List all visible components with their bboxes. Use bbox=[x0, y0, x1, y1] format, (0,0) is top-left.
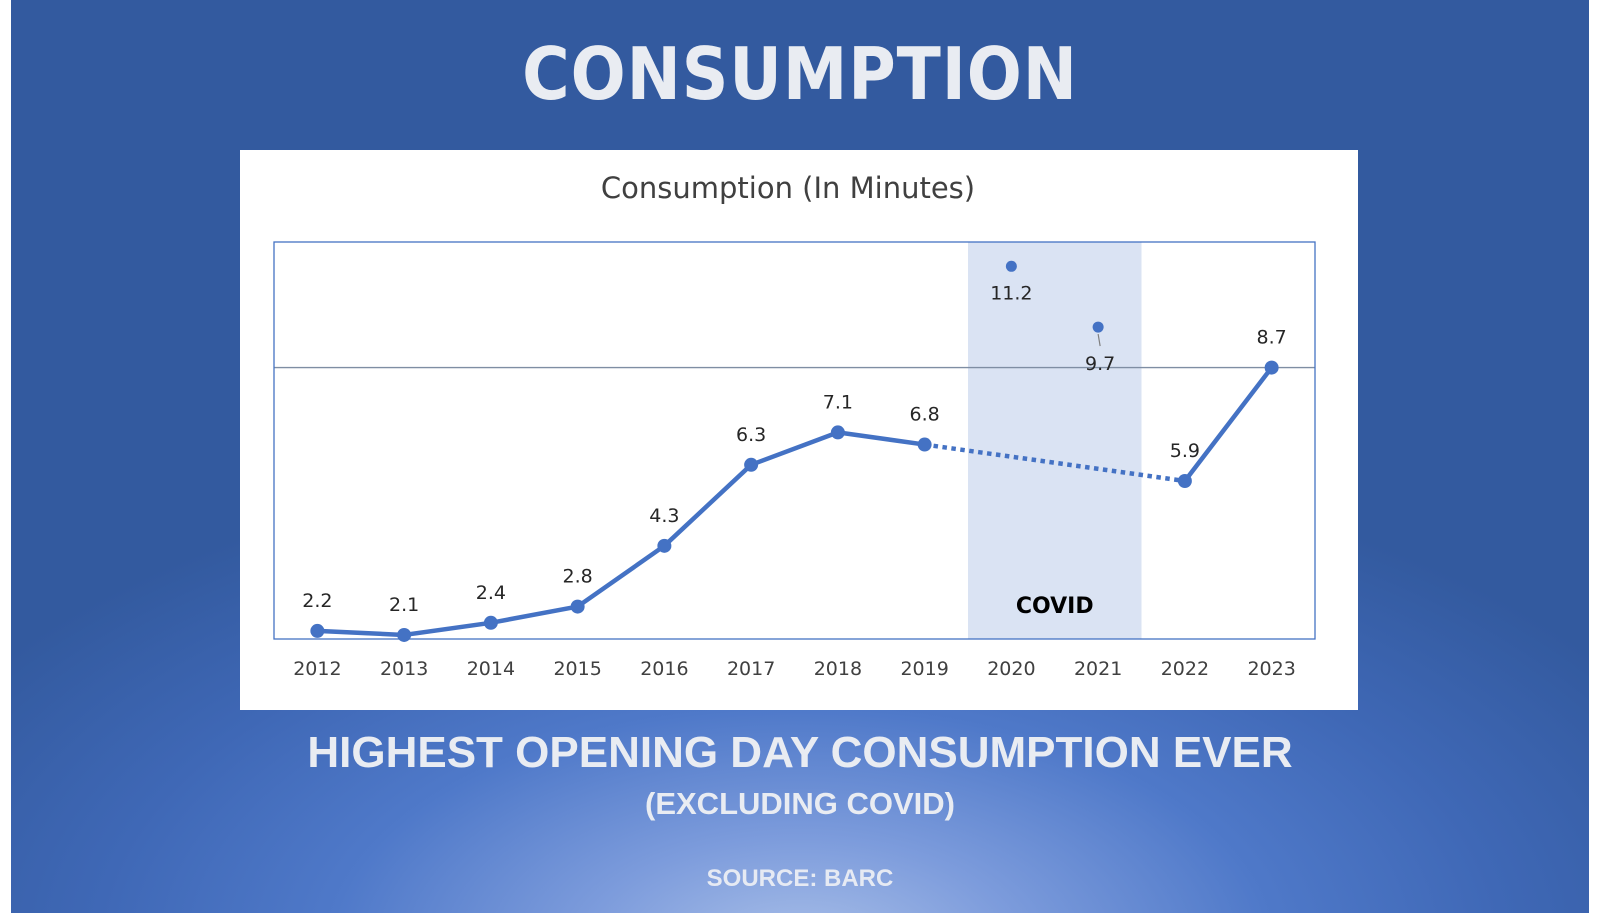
data-point-2014 bbox=[483, 615, 498, 630]
label-leader-line-2021 bbox=[1097, 333, 1101, 347]
x-axis-ticks: 2012 2013 2014 2015 2016 2017 2018 2019 2020 2021… bbox=[293, 658, 1296, 680]
slide-subtitle: HIGHEST OPENING DAY CONSUMPTION EVER bbox=[307, 728, 1293, 777]
data-label-2014: 2.4 bbox=[476, 582, 506, 604]
x-tick-label: 2023 bbox=[1247, 658, 1295, 680]
covid-band bbox=[968, 242, 1142, 639]
data-label-2019: 6.8 bbox=[910, 404, 940, 426]
series-line-2012-2019 bbox=[315, 430, 927, 638]
series-line-dotted-2019-2022 bbox=[924, 442, 1186, 484]
x-tick-label: 2016 bbox=[640, 658, 688, 680]
x-tick-label: 2017 bbox=[727, 658, 775, 680]
data-label-2012: 2.2 bbox=[302, 590, 332, 612]
data-label-2017: 6.3 bbox=[736, 424, 766, 446]
series-line-2022-2023 bbox=[1182, 365, 1274, 484]
series-lines bbox=[315, 333, 1274, 638]
data-point-2019 bbox=[917, 437, 932, 452]
data-point-2016 bbox=[657, 538, 672, 553]
data-point-2022 bbox=[1177, 474, 1192, 489]
data-point-2015 bbox=[570, 599, 585, 614]
x-tick-label: 2012 bbox=[293, 658, 341, 680]
data-point-2012 bbox=[310, 623, 325, 638]
data-label-2021: 9.7 bbox=[1085, 353, 1115, 375]
slide-subnote: (EXCLUDING COVID) bbox=[645, 786, 955, 821]
data-label-2018: 7.1 bbox=[823, 391, 853, 413]
data-label-2015: 2.8 bbox=[563, 566, 593, 588]
data-points bbox=[310, 260, 1279, 642]
x-tick-label: 2014 bbox=[467, 658, 515, 680]
data-label-2023: 8.7 bbox=[1257, 327, 1287, 349]
data-point-2018 bbox=[830, 425, 845, 440]
data-point-2017 bbox=[744, 457, 759, 472]
slide-background: CONSUMPTION Consumption (In Minutes) COV… bbox=[11, 0, 1589, 913]
plot-area-frame bbox=[273, 241, 1316, 640]
x-tick-label: 2018 bbox=[814, 658, 862, 680]
data-labels: 2.2 2.1 2.4 2.8 4.3 6.3 7.1 6.8 11.2 9.7 5.9 8.7 bbox=[302, 282, 1286, 616]
x-tick-label: 2013 bbox=[380, 658, 428, 680]
covid-band-label: COVID bbox=[1016, 594, 1094, 619]
data-label-2020: 11.2 bbox=[990, 282, 1032, 304]
data-point-2013 bbox=[397, 627, 412, 642]
x-tick-label: 2021 bbox=[1074, 658, 1122, 680]
data-point-2023 bbox=[1264, 360, 1279, 375]
data-point-2021 bbox=[1092, 321, 1104, 333]
consumption-chart: Consumption (In Minutes) COVID 2012 2013 2… bbox=[273, 171, 1316, 680]
chart-title: Consumption (In Minutes) bbox=[601, 171, 975, 205]
x-tick-label: 2019 bbox=[900, 658, 948, 680]
x-tick-label: 2022 bbox=[1161, 658, 1209, 680]
data-point-2020 bbox=[1005, 260, 1017, 272]
data-label-2016: 4.3 bbox=[649, 505, 679, 527]
data-label-2013: 2.1 bbox=[389, 594, 419, 616]
x-tick-label: 2015 bbox=[553, 658, 601, 680]
chart-card: Consumption (In Minutes) COVID 2012 2013 2… bbox=[240, 150, 1358, 710]
slide-title: CONSUMPTION bbox=[522, 32, 1078, 116]
source-note: SOURCE: BARC bbox=[706, 865, 894, 892]
x-tick-label: 2020 bbox=[987, 658, 1035, 680]
data-label-2022: 5.9 bbox=[1170, 440, 1200, 462]
